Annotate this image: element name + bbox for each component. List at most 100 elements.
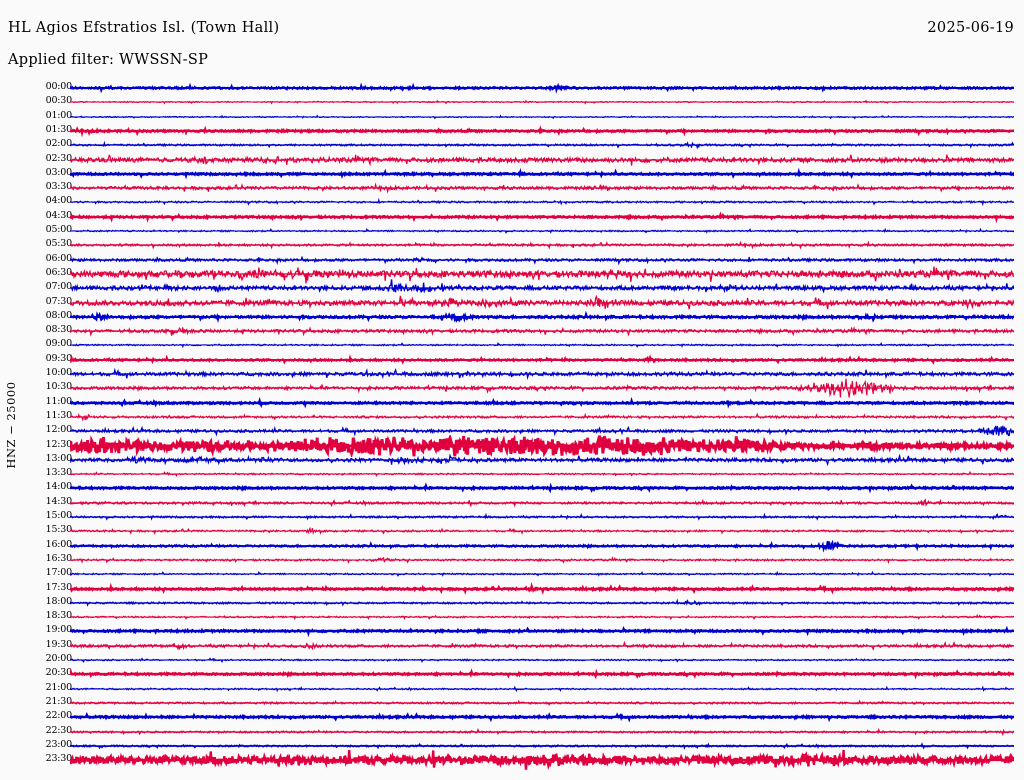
trace-row: 01:30 <box>0 124 1024 139</box>
seismic-trace <box>70 592 1014 614</box>
seismic-trace <box>70 506 1014 528</box>
trace-row: 02:00 <box>0 138 1024 153</box>
seismic-trace <box>70 706 1014 728</box>
trace-row: 08:30 <box>0 324 1024 339</box>
trace-time-label: 22:00 <box>45 710 73 722</box>
seismic-trace <box>70 234 1014 256</box>
trace-row: 04:30 <box>0 210 1024 225</box>
trace-time-label: 09:00 <box>45 338 73 350</box>
trace-row: 18:00 <box>0 596 1024 611</box>
trace-row: 19:30 <box>0 639 1024 654</box>
trace-row: 16:00 <box>0 539 1024 554</box>
seismic-trace <box>70 578 1014 600</box>
seismic-trace <box>70 206 1014 228</box>
trace-time-label: 10:00 <box>45 367 73 378</box>
trace-time-label: 17:00 <box>45 567 73 579</box>
trace-row: 14:00 <box>0 481 1024 496</box>
seismic-trace <box>70 392 1014 414</box>
trace-time-label: 18:00 <box>45 595 73 607</box>
seismic-trace <box>70 549 1014 571</box>
trace-row: 11:00 <box>0 396 1024 411</box>
seismic-trace <box>70 492 1014 514</box>
trace-row: 08:00 <box>0 310 1024 325</box>
trace-row: 02:30 <box>0 153 1024 168</box>
seismic-trace <box>70 420 1014 442</box>
seismic-trace <box>70 721 1014 743</box>
trace-row: 06:00 <box>0 253 1024 268</box>
trace-time-label: 04:30 <box>45 209 73 221</box>
trace-time-label: 19:30 <box>45 638 73 650</box>
trace-time-label: 11:30 <box>45 409 73 421</box>
trace-row: 16:30 <box>0 553 1024 568</box>
seismic-trace <box>70 606 1014 628</box>
trace-time-label: 03:00 <box>45 166 73 178</box>
trace-time-label: 20:30 <box>45 667 73 679</box>
trace-row: 13:30 <box>0 467 1024 482</box>
seismic-trace <box>70 692 1014 714</box>
trace-row: 21:00 <box>0 682 1024 697</box>
seismic-trace <box>70 749 1014 771</box>
trace-time-label: 15:30 <box>45 524 73 536</box>
trace-time-label: 16:30 <box>45 552 73 564</box>
trace-time-label: 05:00 <box>45 224 73 235</box>
seismic-trace <box>70 249 1014 271</box>
seismic-trace <box>70 106 1014 128</box>
trace-row: 15:00 <box>0 510 1024 525</box>
trace-row: 20:30 <box>0 667 1024 682</box>
trace-row: 00:30 <box>0 95 1024 110</box>
trace-time-label: 12:00 <box>45 424 73 436</box>
trace-time-label: 07:30 <box>45 295 73 307</box>
trace-time-label: 21:30 <box>45 695 73 707</box>
trace-time-label: 15:00 <box>45 510 73 521</box>
seismic-trace <box>70 120 1014 142</box>
trace-row: 22:00 <box>0 710 1024 725</box>
trace-row: 12:00 <box>0 424 1024 439</box>
trace-row: 15:30 <box>0 524 1024 539</box>
seismic-trace <box>70 678 1014 700</box>
filter-label: Applied filter: WWSSN-SP <box>8 52 209 68</box>
seismic-trace <box>70 191 1014 213</box>
trace-time-label: 01:30 <box>45 123 73 135</box>
date-label: 2025-06-19 <box>927 20 1014 36</box>
trace-row: 23:30 <box>0 753 1024 768</box>
seismic-trace <box>70 520 1014 542</box>
trace-time-label: 13:00 <box>45 452 73 464</box>
trace-time-label: 22:30 <box>45 724 73 736</box>
seismic-trace <box>70 620 1014 642</box>
trace-row: 12:30 <box>0 439 1024 454</box>
header: HL Agios Efstratios Isl. (Town Hall) 202… <box>0 0 1024 78</box>
seismic-trace <box>70 406 1014 428</box>
helicorder-plot: HNZ − 25000 00:00 00:30 01:00 01:30 02:00 02:… <box>0 78 1024 780</box>
trace-time-label: 01:00 <box>45 109 73 121</box>
seismic-trace <box>70 535 1014 557</box>
seismic-trace <box>70 449 1014 471</box>
seismic-trace <box>70 649 1014 671</box>
seismic-trace <box>70 435 1014 457</box>
seismic-trace <box>70 263 1014 285</box>
seismic-trace <box>70 635 1014 657</box>
trace-time-label: 02:00 <box>45 138 73 150</box>
trace-time-label: 05:30 <box>45 238 73 250</box>
trace-time-label: 09:30 <box>45 352 73 364</box>
seismic-trace <box>70 334 1014 356</box>
seismic-trace <box>70 177 1014 199</box>
seismic-trace <box>70 91 1014 113</box>
seismic-trace <box>70 292 1014 314</box>
trace-time-label: 23:30 <box>45 753 73 765</box>
trace-row: 06:30 <box>0 267 1024 282</box>
trace-row: 07:00 <box>0 281 1024 296</box>
trace-row: 11:30 <box>0 410 1024 425</box>
trace-time-label: 03:30 <box>45 181 73 193</box>
trace-time-label: 11:00 <box>45 395 73 407</box>
trace-row: 22:30 <box>0 725 1024 740</box>
seismic-trace <box>70 477 1014 499</box>
trace-time-label: 02:30 <box>45 152 73 164</box>
trace-row: 00:00 <box>0 81 1024 96</box>
seismic-trace <box>70 363 1014 385</box>
trace-row: 03:00 <box>0 167 1024 182</box>
seismic-trace <box>70 149 1014 171</box>
trace-row: 23:00 <box>0 739 1024 754</box>
seismic-trace <box>70 277 1014 299</box>
trace-time-label: 23:00 <box>45 738 73 750</box>
trace-time-label: 08:30 <box>45 324 73 336</box>
